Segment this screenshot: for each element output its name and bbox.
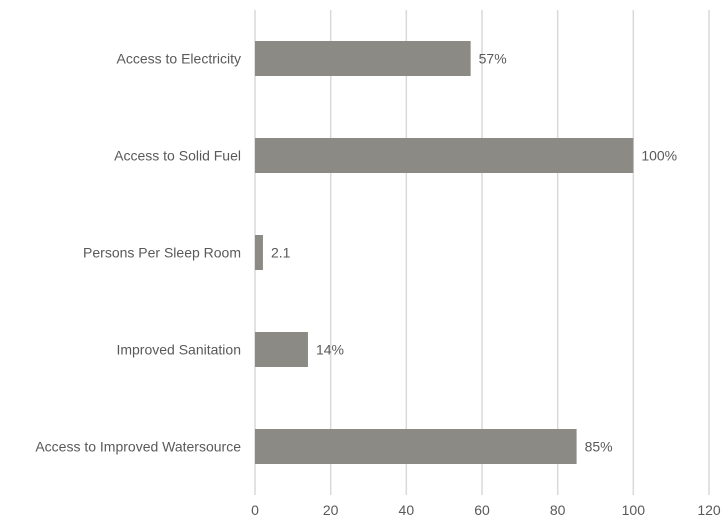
bar [255,235,263,270]
bar [255,41,471,76]
gridlines [254,10,710,495]
x-tick-label: 80 [550,502,566,518]
data-label: 14% [316,342,344,358]
x-tick-label: 20 [323,502,339,518]
category-label: Persons Per Sleep Room [83,245,241,261]
category-label: Access to Electricity [117,51,241,67]
data-label: 100% [641,148,677,164]
category-label: Access to Solid Fuel [114,148,241,164]
category-labels: Access to Electricity Access to Solid Fue… [35,51,241,455]
bars [255,41,634,464]
x-tick-label: 120 [697,502,721,518]
x-tick-label: 0 [251,502,259,518]
category-label: Improved Sanitation [116,342,241,358]
x-tick-label: 60 [474,502,490,518]
data-labels: 57% 100% 2.1 14% 85% [271,51,677,455]
data-label: 85% [585,439,613,455]
x-tick-label: 40 [399,502,415,518]
data-label: 57% [479,51,507,67]
bar [255,332,308,367]
x-tick-label: 100 [622,502,646,518]
data-label: 2.1 [271,245,291,261]
category-label: Access to Improved Watersource [35,439,241,455]
x-axis-ticks: 0 20 40 60 80 100 120 [251,502,721,518]
bar [255,138,634,173]
bar [255,429,577,464]
